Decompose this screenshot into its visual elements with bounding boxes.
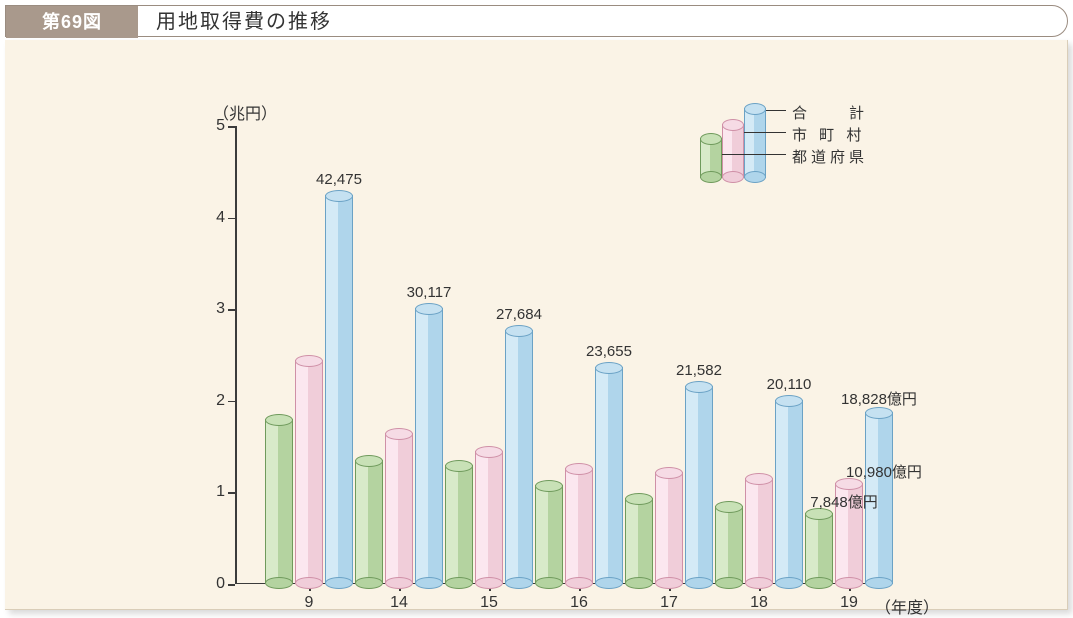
- bar-prefecture: [625, 498, 653, 584]
- bar-prefecture: [535, 485, 563, 584]
- chart-panel: （兆円） 012345942,4751430,1171527,6841623,6…: [5, 40, 1068, 610]
- y-tick-label: 2: [216, 392, 225, 410]
- y-axis-line: [235, 126, 237, 584]
- bar-total: [415, 308, 443, 584]
- chart-legend: 合 計市 町 村都道府県: [700, 98, 930, 178]
- x-tick-label: 17: [660, 594, 678, 612]
- legend-label-total: 合 計: [792, 102, 868, 123]
- legend-leader: [722, 154, 786, 155]
- bar-value-label-total: 23,655: [586, 343, 632, 360]
- y-tick: [228, 218, 235, 220]
- x-tick-label: 14: [390, 594, 408, 612]
- bar-prefecture: [805, 513, 833, 584]
- bar-value-label-prefecture: 7,848億円: [810, 491, 878, 512]
- bar-total: [685, 386, 713, 584]
- bar-municipality: [655, 472, 683, 584]
- y-tick: [228, 401, 235, 403]
- y-tick: [228, 584, 235, 586]
- x-tick-label: 15: [480, 594, 498, 612]
- legend-swatch-total: [744, 108, 766, 178]
- y-tick-label: 1: [216, 483, 225, 501]
- figure-number-badge: 第69図: [6, 6, 138, 38]
- bar-municipality: [745, 478, 773, 584]
- bar-municipality: [475, 451, 503, 584]
- bar-municipality: [565, 468, 593, 584]
- chart-plot-area: 012345942,4751430,1171527,6841623,655172…: [235, 126, 865, 584]
- x-tick-label: 19: [840, 594, 858, 612]
- y-tick: [228, 492, 235, 494]
- bar-value-label-total: 20,110: [767, 376, 812, 393]
- y-tick-label: 0: [216, 575, 225, 593]
- legend-leader: [766, 110, 786, 111]
- bar-municipality: [295, 360, 323, 584]
- bar-prefecture: [265, 419, 293, 584]
- bar-total: [775, 400, 803, 584]
- x-tick-label: 16: [570, 594, 588, 612]
- x-axis-title: （年度）: [875, 594, 939, 618]
- legend-swatch-municipality: [722, 124, 744, 178]
- bar-value-label-total: 27,684: [496, 306, 542, 323]
- y-tick-label: 4: [216, 209, 225, 227]
- bar-value-label-municipality: 10,980億円: [846, 461, 922, 482]
- legend-label-municipality: 市 町 村: [792, 124, 865, 145]
- bar-value-label-total: 30,117: [407, 284, 452, 301]
- bar-value-label-total: 18,828億円: [841, 388, 917, 409]
- y-tick-label: 5: [216, 117, 225, 135]
- bar-total: [505, 330, 533, 584]
- y-tick: [228, 126, 235, 128]
- bar-prefecture: [715, 506, 743, 584]
- figure-title: 用地取得費の推移: [156, 6, 332, 38]
- legend-leader: [744, 132, 786, 133]
- y-tick-label: 3: [216, 300, 225, 318]
- legend-label-prefecture: 都道府県: [792, 146, 868, 167]
- x-tick-label: 18: [750, 594, 768, 612]
- figure-frame: 第69図 用地取得費の推移 （兆円） 012345942,4751430,117…: [5, 5, 1068, 613]
- bar-total: [595, 367, 623, 584]
- bar-prefecture: [445, 465, 473, 584]
- bar-prefecture: [355, 460, 383, 584]
- bar-value-label-total: 42,475: [316, 171, 362, 188]
- bar-total: [325, 195, 353, 584]
- legend-swatch-prefecture: [700, 138, 722, 178]
- bar-municipality: [385, 433, 413, 584]
- x-tick-label: 9: [305, 594, 314, 612]
- bar-value-label-total: 21,582: [676, 362, 722, 379]
- y-tick: [228, 309, 235, 311]
- header-bar: 第69図 用地取得費の推移: [5, 5, 1068, 37]
